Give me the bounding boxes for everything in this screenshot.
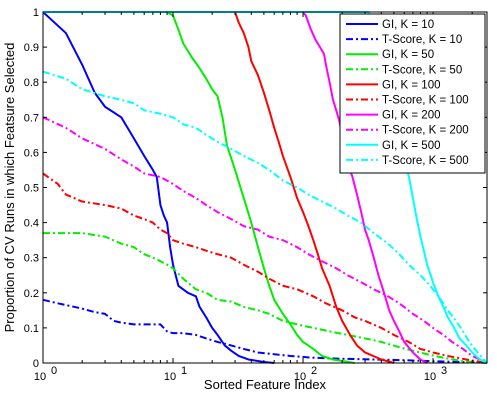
y-axis-label: Proportion of CV Runs in which Featsure …: [2, 43, 17, 333]
x-tick-label: 10: [34, 371, 46, 383]
series-line-0: [42, 11, 275, 364]
series-line-9: [42, 70, 488, 364]
x-tick-label: 10: [424, 371, 436, 383]
legend: GI, K = 10 T-Score, K = 10 GI, K = 50 T-Sco…: [339, 13, 486, 174]
x-tick-exponent: 1: [181, 365, 187, 377]
y-tick-label: 0.9: [24, 42, 39, 54]
legend-entry: GI, K = 10: [382, 19, 434, 31]
x-tick-label: 10: [294, 371, 306, 383]
series-line-1: [42, 298, 488, 364]
y-tick-label: 0.1: [24, 323, 39, 335]
series-line-5: [42, 172, 488, 364]
x-tick-label: 10: [164, 371, 176, 383]
legend-entry: T-Score, K = 200: [382, 125, 469, 137]
series-line-2: [43, 11, 355, 364]
y-tick-label: 0: [33, 358, 39, 370]
y-tick-label: 0.5: [24, 183, 39, 195]
y-tick-label: 0.8: [24, 77, 39, 89]
series-line-4: [43, 11, 395, 364]
series-line-7: [42, 116, 488, 364]
x-tick-exponent: 2: [311, 365, 317, 377]
legend-entry: GI, K = 50: [382, 49, 434, 61]
legend-entry: T-Score, K = 500: [382, 155, 469, 167]
y-tick-label: 1: [33, 7, 39, 19]
y-tick-label: 0.4: [24, 218, 39, 230]
legend-entry: GI, K = 500: [382, 140, 441, 152]
y-tick-label: 0.2: [24, 288, 39, 300]
x-axis-label: Sorted Feature Index: [204, 377, 327, 392]
legend-entry: T-Score, K = 100: [382, 95, 469, 107]
y-tick-label: 0.3: [24, 253, 39, 265]
y-tick-label: 0.7: [24, 112, 39, 124]
y-tick-label: 0.6: [24, 147, 39, 159]
series-line-3: [43, 232, 488, 364]
legend-entry: T-Score, K = 50: [382, 64, 462, 76]
legend-entry: GI, K = 100: [382, 79, 441, 91]
legend-entry: T-Score, K = 10: [382, 34, 462, 46]
legend-entry: GI, K = 200: [382, 110, 441, 122]
x-tick-exponent: 3: [441, 365, 447, 377]
legend-box: [339, 13, 486, 174]
x-tick-exponent: 0: [51, 365, 57, 377]
